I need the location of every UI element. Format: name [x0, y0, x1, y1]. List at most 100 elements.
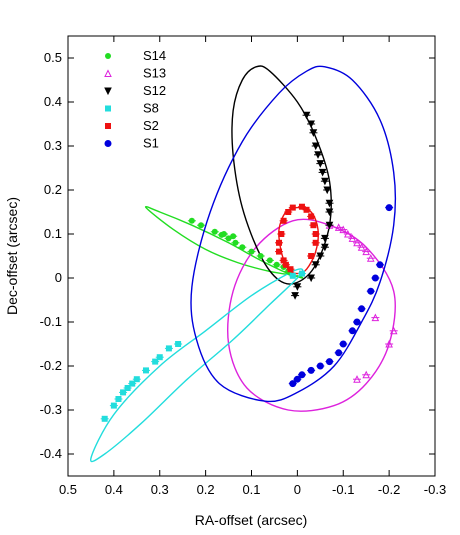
legend-marker-s12	[104, 87, 112, 96]
s1-data-point	[385, 204, 393, 212]
s1-data-point	[358, 305, 366, 313]
s13-data-point	[371, 313, 380, 322]
s12-data-point	[311, 142, 320, 151]
y-tick-label: 0.1	[44, 226, 62, 241]
s8-data-point	[124, 385, 131, 391]
s14-data-point	[198, 222, 205, 229]
s1-data-point	[335, 349, 343, 357]
s2-data-point	[282, 261, 289, 268]
y-tick-label: 0.5	[44, 50, 62, 65]
s14-data-point	[273, 261, 280, 268]
legend-label-s14: S14	[143, 48, 166, 63]
s13-data-point	[366, 254, 375, 262]
s8-data-point	[120, 389, 127, 396]
s12-data-point	[318, 168, 327, 177]
s8-data-point	[289, 272, 296, 279]
s14-data-point	[266, 257, 273, 264]
s1-data-point	[353, 318, 361, 326]
x-tick-label: 0.1	[242, 482, 260, 497]
s13-data-point	[385, 339, 393, 348]
s1-data-point	[298, 371, 306, 379]
s12-data-point	[291, 292, 299, 300]
x-tick-label: -0.2	[378, 482, 400, 497]
legend-label-s2: S2	[143, 118, 159, 133]
x-tick-label: -0.1	[332, 482, 354, 497]
s2-data-point	[276, 239, 283, 246]
s13-data-point	[362, 247, 370, 256]
s14-data-point	[248, 248, 255, 255]
s12-data-point	[309, 129, 318, 137]
s13-data-point	[357, 243, 366, 251]
s2-data-point	[287, 266, 294, 273]
y-tick-label: 0.4	[44, 94, 62, 109]
s13-data-point	[339, 225, 348, 234]
x-tick-label: -0.3	[424, 482, 446, 497]
s2-data-point	[276, 248, 283, 255]
s1-data-point	[316, 362, 324, 370]
y-tick-label: 0.3	[44, 138, 62, 153]
s12-data-point	[307, 120, 315, 129]
s8-data-point	[165, 345, 172, 352]
legend: S14 S13 S12 S8 S2 S1	[104, 48, 166, 151]
y-tick-label: -0.1	[40, 314, 62, 329]
s2-data-point	[303, 206, 310, 213]
s1-data-point	[339, 340, 347, 348]
s1-data-point	[348, 327, 356, 335]
s1-data-point	[307, 366, 315, 374]
x-tick-label: 0.5	[59, 482, 77, 497]
s12-data-point	[307, 274, 315, 283]
s12-data-point	[321, 177, 329, 186]
x-tick-label: 0.2	[197, 482, 215, 497]
s14-data-point	[225, 235, 232, 242]
s2-data-point	[312, 239, 319, 246]
s8-data-point	[115, 396, 122, 402]
y-tick-label: 0.2	[44, 182, 62, 197]
y-tick-label: -0.4	[40, 446, 62, 461]
legend-marker-s13	[104, 69, 112, 77]
s13-data-point	[348, 234, 357, 242]
x-axis-title: RA-offset (arcsec)	[195, 512, 308, 528]
legend-label-s13: S13	[143, 66, 166, 81]
y-tick-label: 0	[55, 270, 62, 285]
s8-data-point	[101, 415, 108, 422]
s12-data-point	[316, 160, 325, 168]
s1-data-point	[376, 261, 384, 269]
s14-data-point	[188, 217, 195, 224]
s14-orbit	[144, 205, 304, 279]
s8-data-point	[110, 402, 117, 409]
s2-data-point	[280, 257, 287, 264]
s2-data-point	[310, 222, 317, 229]
s2-data-point	[312, 231, 319, 237]
s2-data-point	[280, 217, 287, 224]
s13-orbit	[227, 218, 396, 412]
s1-data-point	[367, 287, 375, 295]
s12-data-point	[314, 151, 322, 159]
s1-orbit	[190, 65, 397, 403]
s12-data-point	[325, 208, 334, 217]
s1-data-point	[293, 375, 301, 383]
y-tick-label: -0.3	[40, 402, 62, 417]
legend-label-s12: S12	[143, 83, 166, 98]
s12-data-point	[302, 111, 311, 120]
x-tick-label: 0.3	[151, 482, 169, 497]
s12-data-point	[321, 234, 329, 243]
s2-data-point	[285, 209, 292, 215]
s12-data-point	[293, 283, 302, 291]
s12-data-point	[325, 221, 334, 230]
s13-data-point	[389, 326, 398, 335]
s14-data-point	[239, 244, 246, 251]
s1-data-point	[325, 358, 333, 366]
s13-data-point	[344, 229, 352, 238]
legend-marker-s2	[105, 123, 111, 129]
s13-data-point	[362, 370, 370, 379]
s14-data-point	[220, 231, 227, 237]
s14-data-point	[257, 253, 264, 259]
s14-data-point	[211, 228, 218, 235]
s14-data-point	[230, 233, 237, 240]
s1-data-point	[371, 274, 379, 282]
s12-data-point	[321, 243, 329, 252]
s2-data-point	[289, 204, 296, 211]
legend-marker-s1	[104, 140, 112, 147]
